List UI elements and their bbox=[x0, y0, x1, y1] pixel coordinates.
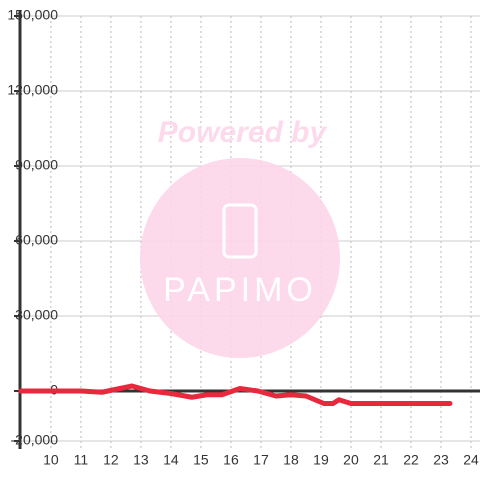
x-tick-label: 13 bbox=[133, 452, 149, 468]
x-tick-label: 18 bbox=[283, 452, 299, 468]
watermark-logo: PAPIMO bbox=[163, 271, 317, 309]
x-tick-label: 23 bbox=[433, 452, 449, 468]
x-tick-label: 16 bbox=[223, 452, 239, 468]
x-tick-label: 17 bbox=[253, 452, 269, 468]
x-tick-label: 12 bbox=[103, 452, 119, 468]
y-tick-label: 150,000 bbox=[7, 7, 58, 23]
x-tick-label: 11 bbox=[74, 452, 89, 468]
watermark-text: Powered by bbox=[158, 116, 328, 149]
x-tick-label: 22 bbox=[403, 452, 419, 468]
x-tick-label: 15 bbox=[193, 452, 209, 468]
x-tick-label: 20 bbox=[343, 452, 359, 468]
y-tick-label: -20,000 bbox=[11, 432, 59, 448]
x-tick-label: 10 bbox=[43, 452, 59, 468]
y-tick-label: 30,000 bbox=[15, 307, 58, 323]
watermark-icon bbox=[222, 203, 258, 259]
watermark: Powered by PAPIMO bbox=[140, 116, 340, 358]
y-tick-label: 60,000 bbox=[15, 232, 58, 248]
x-tick-label: 14 bbox=[163, 452, 179, 468]
x-tick-label: 21 bbox=[373, 452, 389, 468]
y-tick-label: 120,000 bbox=[7, 82, 58, 98]
series-line bbox=[18, 383, 453, 406]
x-tick-label: 19 bbox=[313, 452, 329, 468]
y-tick-label: 90,000 bbox=[15, 157, 58, 173]
x-tick-label: 24 bbox=[463, 452, 479, 468]
